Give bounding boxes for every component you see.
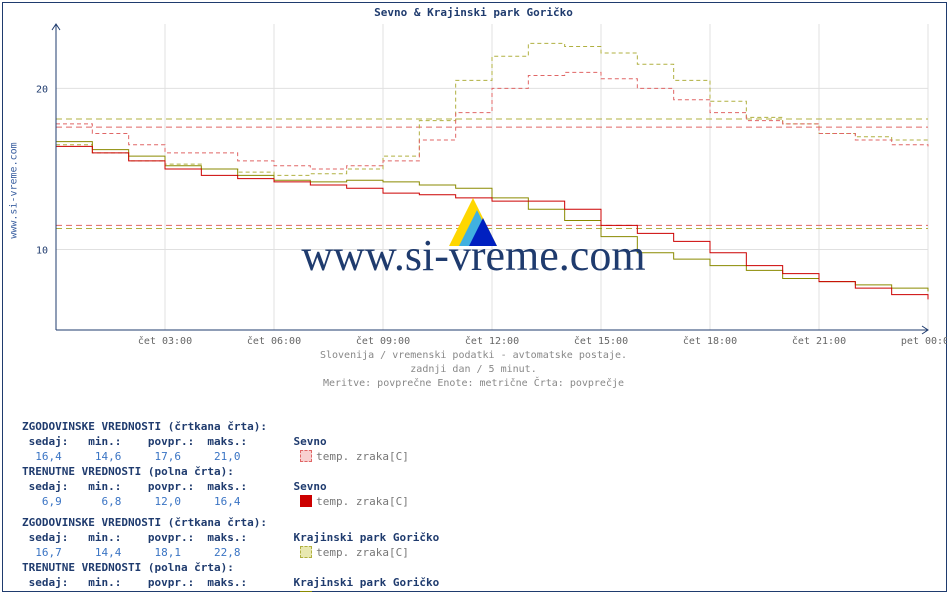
- y-axis-url-label: www.si-vreme.com: [6, 0, 22, 380]
- caption-line-2: zadnji dan / 5 minut.: [0, 364, 947, 375]
- swatch-goricko-hist: [300, 546, 312, 558]
- caption-line-1: Slovenija / vremenski podatki - avtomats…: [0, 350, 947, 361]
- chart-title: Sevno & Krajinski park Goričko: [0, 6, 947, 19]
- line-chart: čet 03:00 čet 06:00 čet 09:00 čet 12:00 čet …: [56, 24, 928, 350]
- svg-text:10: 10: [36, 245, 48, 256]
- svg-text:čet 06:00: čet 06:00: [247, 335, 301, 347]
- svg-text:čet 18:00: čet 18:00: [683, 335, 737, 347]
- svg-text:pet 00:00: pet 00:00: [901, 336, 947, 347]
- legend-sevno: ZGODOVINSKE VREDNOSTI (črtkana črta): se…: [22, 404, 409, 509]
- svg-text:čet 15:00: čet 15:00: [574, 335, 628, 347]
- legend-goricko: ZGODOVINSKE VREDNOSTI (črtkana črta): se…: [22, 500, 439, 592]
- svg-text:čet 21:00: čet 21:00: [792, 335, 846, 347]
- svg-text:20: 20: [36, 84, 48, 95]
- svg-text:čet 03:00: čet 03:00: [138, 335, 192, 347]
- caption-line-3: Meritve: povprečne Enote: metrične Črta:…: [0, 378, 947, 389]
- swatch-sevno-hist: [300, 450, 312, 462]
- svg-text:čet 12:00: čet 12:00: [465, 335, 519, 347]
- svg-text:čet 09:00: čet 09:00: [356, 335, 410, 347]
